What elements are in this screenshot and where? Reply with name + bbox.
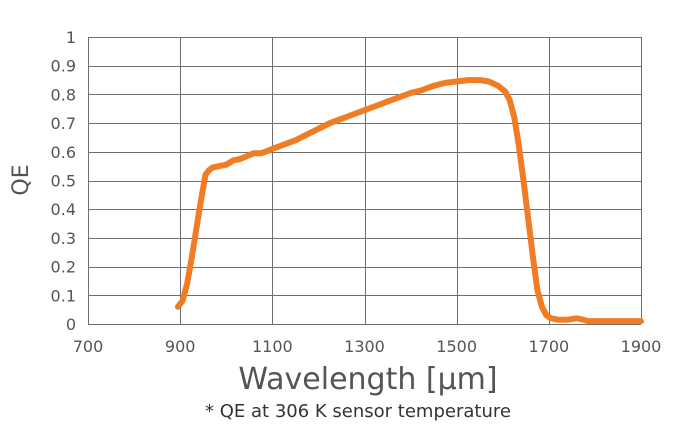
- x-tick-label: 1300: [344, 337, 385, 356]
- x-tick-label: 1100: [252, 337, 293, 356]
- qe-series-line: [174, 77, 644, 325]
- x-tick-label: 700: [73, 337, 104, 356]
- x-tick-label: 1900: [621, 337, 662, 356]
- y-tick-label: 0.6: [51, 143, 76, 162]
- series-layer: [174, 77, 644, 325]
- y-tick-label: 0.5: [51, 172, 76, 191]
- y-tick-label: 1: [66, 28, 76, 47]
- x-tick-label: 1500: [436, 337, 477, 356]
- y-tick-label: 0.2: [51, 258, 76, 277]
- y-tick-label: 0.9: [51, 57, 76, 76]
- y-tick-label: 0.3: [51, 229, 76, 248]
- y-tick-label: 0.8: [51, 85, 76, 104]
- y-tick-label: 0.1: [51, 286, 76, 305]
- x-axis-label: Wavelength [µm]: [238, 362, 497, 397]
- footnote: * QE at 306 K sensor temperature: [205, 401, 511, 422]
- x-tick-label: 1700: [528, 337, 569, 356]
- y-axis-label: QE: [9, 164, 34, 195]
- grid: [88, 37, 642, 325]
- y-tick-label: 0: [66, 315, 76, 334]
- x-tick-label: 900: [165, 337, 196, 356]
- y-tick-label: 0.7: [51, 114, 76, 133]
- y-tick-label: 0.4: [51, 200, 76, 219]
